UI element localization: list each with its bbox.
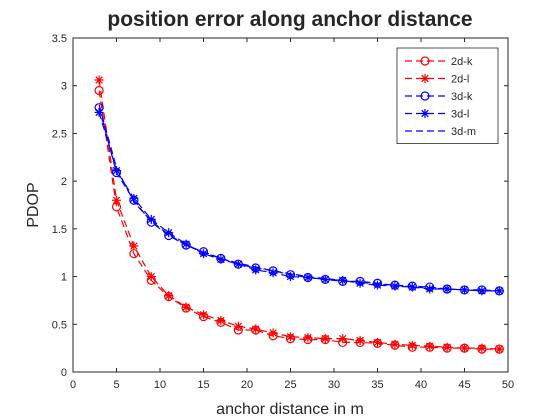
data-point-3d-l bbox=[251, 265, 261, 275]
data-point-2d-l bbox=[460, 343, 469, 353]
y-tick-label: 2.5 bbox=[52, 128, 67, 140]
y-tick-label: 0 bbox=[61, 367, 67, 379]
data-point-3d-l bbox=[199, 249, 208, 259]
data-point-2d-l bbox=[251, 324, 261, 334]
legend-label-2d-l: 2d-l bbox=[451, 74, 469, 86]
data-point-3d-l bbox=[477, 286, 487, 296]
data-point-3d-l bbox=[320, 274, 330, 284]
legend-marker-3d-k bbox=[420, 91, 430, 101]
data-point-3d-l bbox=[112, 166, 121, 176]
x-tick-label: 0 bbox=[70, 379, 76, 391]
chart-title: position error along anchor distance bbox=[107, 8, 472, 31]
legend: 2d-k 2d-l 3d-k 3d-l 3d-m bbox=[396, 47, 499, 144]
x-tick-label: 45 bbox=[458, 379, 470, 391]
x-tick-label: 30 bbox=[328, 379, 340, 391]
data-point-2d-l bbox=[320, 334, 330, 344]
series-line-3d-m bbox=[98, 104, 500, 292]
data-point-2d-l bbox=[303, 333, 313, 343]
data-point-2d-l bbox=[407, 340, 417, 350]
x-tick-label: 20 bbox=[241, 379, 253, 391]
data-point-2d-k bbox=[94, 85, 104, 96]
data-point-3d-l bbox=[390, 281, 400, 291]
data-point-2d-l bbox=[146, 272, 156, 282]
series-line-2d-l bbox=[98, 79, 500, 350]
data-point-2d-l bbox=[164, 291, 174, 301]
legend-label-3d-k: 3d-k bbox=[451, 91, 473, 103]
data-point-2d-l bbox=[494, 344, 504, 354]
data-point-2d-l bbox=[233, 321, 243, 331]
data-point-2d-l bbox=[425, 341, 435, 351]
data-point-2d-l bbox=[442, 342, 452, 352]
y-tick-label: 0.5 bbox=[52, 319, 67, 331]
data-point-3d-l bbox=[146, 214, 156, 224]
data-point-3d-l bbox=[303, 273, 313, 283]
data-point-3d-l bbox=[407, 282, 417, 292]
legend-box bbox=[396, 47, 499, 144]
x-tick-label: 35 bbox=[371, 379, 383, 391]
data-point-3d-l bbox=[233, 259, 243, 269]
x-tick-label: 15 bbox=[197, 379, 209, 391]
x-tick-label: 25 bbox=[284, 379, 296, 391]
data-point-2d-l bbox=[338, 334, 348, 344]
data-point-3d-l bbox=[268, 268, 278, 278]
legend-label-2d-k: 2d-k bbox=[451, 56, 473, 68]
legend-label-3d-l: 3d-l bbox=[451, 109, 469, 121]
data-point-3d-l bbox=[164, 228, 174, 238]
legend-label-3d-m: 3d-m bbox=[451, 126, 476, 138]
data-point-3d-l bbox=[94, 107, 104, 117]
data-point-2d-l bbox=[216, 315, 226, 325]
data-point-2d-l bbox=[94, 75, 104, 85]
y-tick-label: 3.5 bbox=[52, 33, 67, 45]
y-tick-label: 1.5 bbox=[52, 224, 67, 236]
data-point-3d-l bbox=[181, 239, 191, 249]
x-axis-label: anchor distance in m bbox=[216, 401, 364, 418]
data-point-2d-l bbox=[268, 328, 278, 338]
data-point-3d-l bbox=[442, 284, 452, 294]
data-point-2d-l bbox=[355, 336, 365, 346]
y-tick-label: 2 bbox=[61, 176, 67, 188]
x-tick-label: 40 bbox=[415, 379, 427, 391]
y-axis-label: PDOP bbox=[25, 182, 42, 227]
data-point-2d-l bbox=[390, 339, 400, 349]
y-tick-label: 1 bbox=[61, 272, 67, 284]
data-point-3d-l bbox=[355, 278, 365, 288]
data-point-3d-l bbox=[373, 280, 382, 290]
plot-area: 0 5 10 15 20 25 30 35 40 45 50 0 0.5 1 1.5 2 2.5 3 3.5 bbox=[52, 33, 514, 391]
data-point-2d-l bbox=[112, 195, 121, 205]
legend-marker-2d-k bbox=[420, 56, 430, 66]
legend-marker-2d-l bbox=[420, 74, 430, 83]
y-tick-label: 3 bbox=[61, 81, 67, 93]
data-point-2d-l bbox=[199, 310, 208, 320]
x-tick-label: 5 bbox=[113, 379, 119, 391]
data-point-2d-l bbox=[129, 241, 139, 251]
legend-marker-3d-l bbox=[420, 109, 430, 118]
x-tick-label: 10 bbox=[154, 379, 166, 391]
series-line-2d-k bbox=[98, 90, 500, 350]
data-point-2d-l bbox=[286, 332, 295, 342]
data-point-2d-l bbox=[181, 302, 191, 312]
data-point-3d-l bbox=[286, 272, 295, 282]
x-tick-label: 50 bbox=[502, 379, 514, 391]
data-point-2d-l bbox=[477, 343, 487, 353]
data-point-3d-l bbox=[425, 284, 435, 294]
data-point-3d-l bbox=[216, 254, 226, 264]
data-point-2d-l bbox=[373, 337, 382, 347]
data-point-3d-l bbox=[129, 193, 139, 203]
